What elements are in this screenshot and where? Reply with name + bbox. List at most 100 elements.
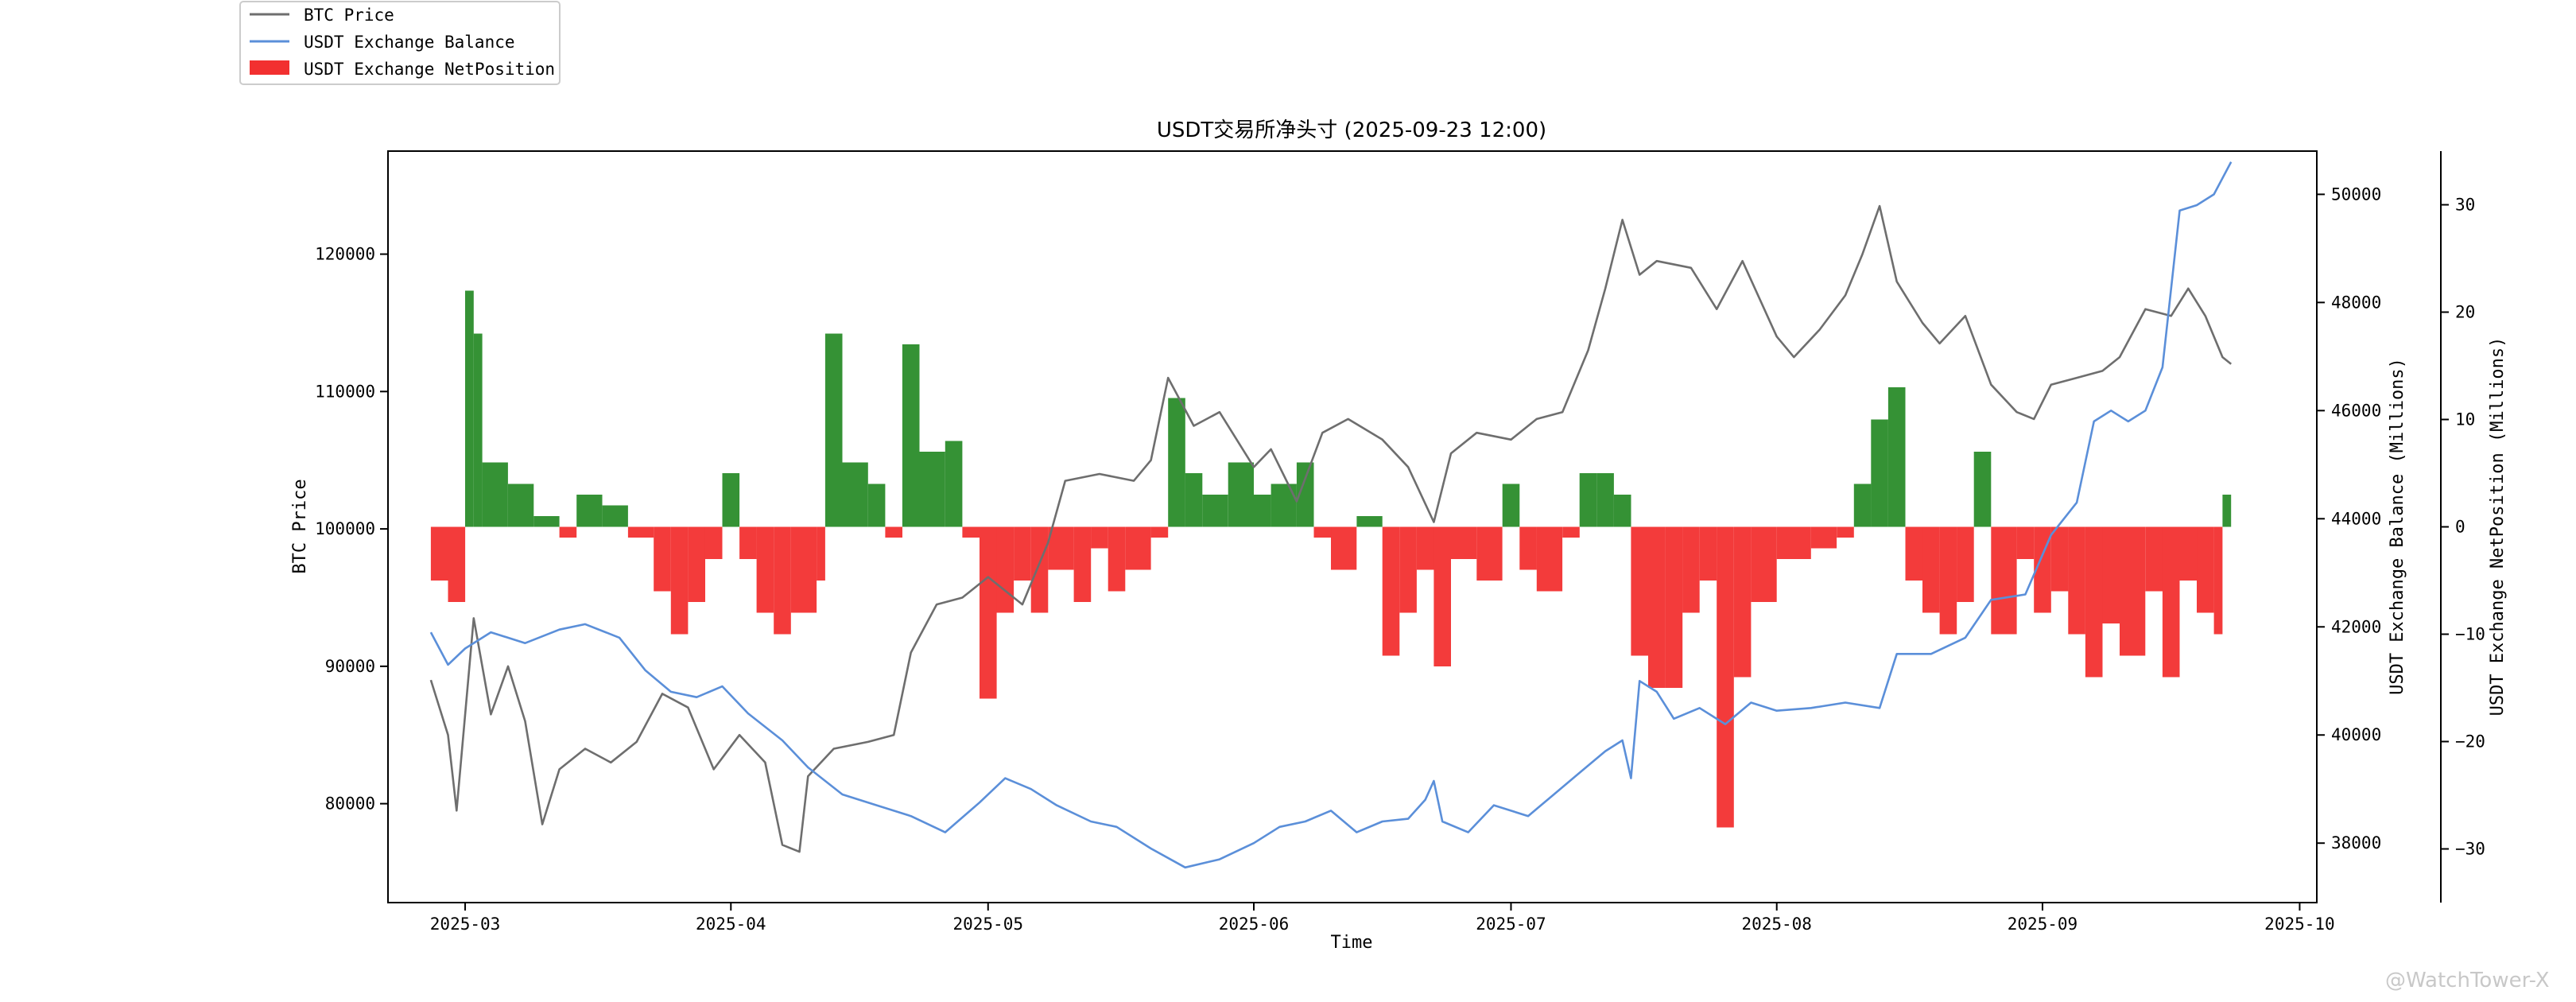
netposition-bar: [576, 495, 603, 527]
netposition-bar: [1871, 419, 1888, 527]
x-tick-label: 2025-09: [2008, 915, 2078, 934]
y-tick-label: 80000: [325, 794, 375, 814]
netposition-bar: [602, 505, 628, 527]
netposition-bar: [1973, 452, 1992, 527]
netposition-bar: [1519, 526, 1537, 570]
netposition-tick-label: −10: [2455, 625, 2485, 644]
netposition-bar: [1228, 462, 1254, 527]
btc-price-line: [429, 204, 2233, 853]
netposition-bar: [2068, 526, 2085, 635]
netposition-bar: [1717, 526, 1734, 828]
y-tick-label: 90000: [325, 657, 375, 676]
netposition-bar: [1030, 526, 1049, 613]
netposition-bar: [756, 526, 774, 613]
legend-box: [239, 1, 561, 85]
netposition-bar: [1202, 495, 1228, 527]
netposition-bar: [704, 526, 723, 559]
netposition-bar: [1631, 526, 1648, 656]
x-tick-label: 2025-07: [1476, 915, 1546, 934]
netposition-bar: [2120, 526, 2146, 656]
netposition-bar: [559, 526, 577, 538]
netposition-bar: [1296, 462, 1314, 527]
x-tick-label: 2025-03: [430, 915, 501, 934]
netposition-tick-label: 20: [2455, 303, 2475, 322]
balance-tick-label: 48000: [2331, 293, 2381, 312]
netposition-bar: [1810, 526, 1837, 549]
y-tick-label: 120000: [315, 245, 375, 264]
netposition-bars: [430, 290, 2232, 828]
netposition-bar: [2222, 495, 2232, 527]
netposition-bar: [2034, 526, 2051, 613]
netposition-bar: [1433, 526, 1451, 666]
netposition-bar: [1957, 526, 1974, 602]
legend-btc-label: BTC Price: [304, 6, 394, 25]
netposition-bar: [867, 484, 886, 527]
netposition-tick-label: 30: [2455, 196, 2475, 215]
netposition-bar: [842, 462, 868, 527]
netposition-bar: [980, 526, 997, 699]
netposition-bar: [670, 526, 689, 635]
netposition-bar: [448, 526, 466, 602]
balance-axis: 38000 40000 42000 44000 46000 48000 50000: [2317, 184, 2381, 852]
netposition-bar: [1613, 495, 1631, 527]
netposition-bar: [1399, 526, 1417, 613]
x-axis: 2025-03 2025-04 2025-05 2025-06 2025-07 2025-…: [430, 903, 2335, 934]
netposition-bar: [1733, 526, 1752, 678]
netposition-bar: [1905, 526, 1923, 581]
netposition-bar: [1048, 526, 1074, 570]
netposition-bar: [2179, 526, 2198, 581]
balance-tick-label: 44000: [2331, 509, 2381, 528]
netposition-bar: [1331, 526, 1357, 570]
netposition-bar: [1254, 495, 1271, 527]
netposition-bar: [824, 333, 843, 527]
btc-price-axis: 80000 90000 100000 110000 120000: [315, 245, 388, 814]
netposition-bar: [1991, 526, 2017, 635]
netposition-bar: [482, 462, 508, 527]
netposition-bar: [627, 526, 654, 538]
netposition-bar: [1579, 473, 1597, 527]
y-tick-label: 100000: [315, 519, 375, 538]
balance-axis-label: USDT Exchange Balance (Millions): [2388, 358, 2407, 695]
x-tick-label: 2025-04: [696, 915, 766, 934]
netposition-bar: [508, 484, 534, 527]
netposition-bar: [654, 526, 671, 592]
netposition-bar: [790, 526, 817, 613]
netposition-bar: [1313, 526, 1332, 538]
netposition-tick-label: 10: [2455, 410, 2475, 429]
netposition-bar: [1356, 516, 1383, 527]
netposition-bar: [1887, 387, 1906, 527]
netposition-bar: [1125, 526, 1151, 570]
netposition-bar: [2145, 526, 2163, 592]
legend: BTC Price USDT Exchange Balance USDT Exc…: [239, 1, 561, 85]
netposition-bar: [1014, 526, 1031, 581]
x-tick-label: 2025-06: [1219, 915, 1290, 934]
netposition-bar: [1073, 526, 1092, 602]
netposition-bar: [1382, 526, 1400, 656]
legend-netposition-swatch: [250, 60, 289, 75]
balance-tick-label: 42000: [2331, 617, 2381, 636]
netposition-bar: [688, 526, 705, 602]
balance-tick-label: 46000: [2331, 401, 2381, 420]
netposition-bar: [1939, 526, 1957, 635]
netposition-bar: [945, 441, 963, 527]
netposition-bar: [430, 526, 448, 581]
netposition-bar: [1271, 484, 1297, 527]
netposition-bar: [1682, 526, 1700, 613]
plot-frame: [387, 150, 2318, 903]
netposition-bar: [1185, 473, 1203, 527]
netposition-bar: [1476, 526, 1503, 581]
chart-title: USDT交易所净头寸 (2025-09-23 12:00): [1157, 118, 1546, 142]
netposition-bar: [1168, 398, 1185, 527]
balance-tick-label: 40000: [2331, 725, 2381, 744]
x-tick-label: 2025-10: [2264, 915, 2335, 934]
netposition-bar: [1837, 526, 1854, 538]
netposition-bar: [465, 290, 474, 527]
netposition-bar: [817, 526, 825, 581]
balance-tick-label: 38000: [2331, 833, 2381, 852]
netposition-bar: [2085, 526, 2103, 678]
balance-tick-label: 50000: [2331, 184, 2381, 204]
netposition-bar: [1502, 484, 1520, 527]
netposition-bar: [1648, 526, 1666, 688]
netposition-tick-label: −30: [2455, 840, 2485, 859]
